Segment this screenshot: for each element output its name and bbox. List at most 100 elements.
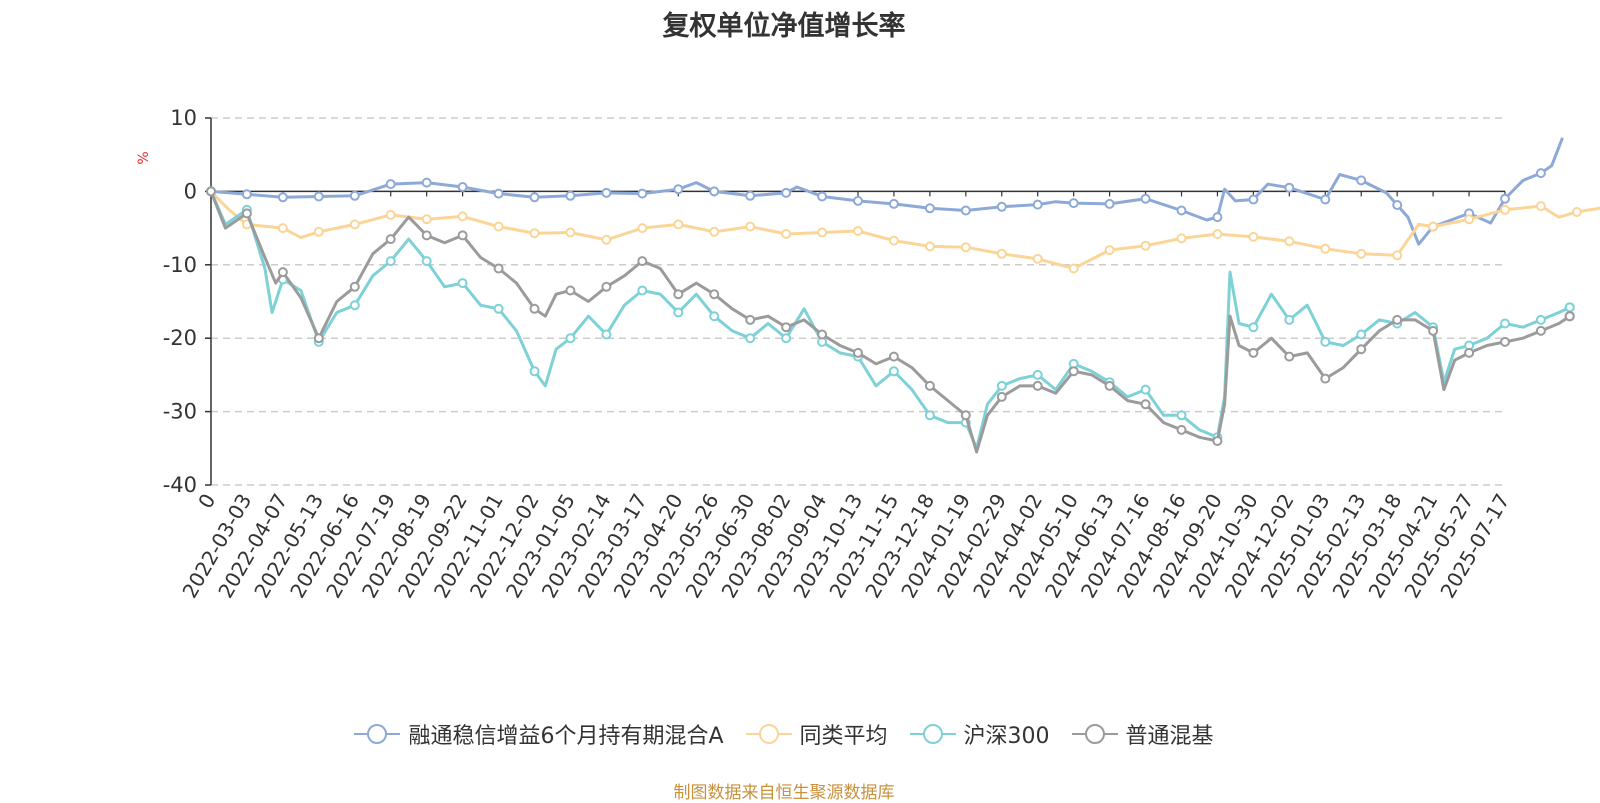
series-2-point-16	[781, 333, 792, 344]
series-3-point-21	[960, 410, 971, 421]
series-3-point-6	[421, 230, 432, 241]
series-1-point-30	[1284, 236, 1295, 247]
data-source-footer: 制图数据来自恒生聚源数据库	[673, 783, 895, 803]
series-2-point-14	[709, 311, 720, 322]
series-0-point-33	[1392, 200, 1403, 210]
series-3-point-41	[1564, 311, 1575, 322]
series-2-point-26	[1140, 384, 1151, 395]
series-2-point-12	[637, 285, 648, 296]
series-2-point-6	[421, 256, 432, 267]
series-0-point-19	[888, 198, 899, 209]
series-3-point-12	[637, 256, 648, 267]
axis-layer: 100-10-20-30-4002022-03-032022-04-072022…	[163, 106, 1515, 602]
series-3-point-37	[1535, 325, 1546, 336]
series-2-point-19	[888, 366, 899, 377]
series-0-point-15	[745, 190, 756, 201]
series-2-point-20	[924, 410, 935, 421]
series-1-point-27	[1176, 233, 1187, 244]
series-0-point-3	[313, 191, 324, 202]
series-1-point-19	[888, 235, 899, 246]
series-0-point-8	[493, 188, 504, 199]
series-3-point-10	[565, 285, 576, 296]
series-0-point-4	[349, 190, 360, 201]
series-2-point-13	[673, 307, 684, 318]
series-0-point-17	[817, 191, 828, 202]
series-3-point-28	[1212, 436, 1223, 446]
series-3-point-27	[1176, 424, 1187, 435]
series-1-point-32	[1356, 248, 1367, 259]
legend-item-1[interactable]: 同类平均	[745, 718, 888, 750]
series-1-point-37	[1535, 201, 1546, 212]
y-axis-label: %	[136, 151, 152, 164]
series-0-point-9	[529, 192, 540, 203]
series-3-point-17	[817, 329, 828, 340]
series-1-point-17	[817, 227, 828, 238]
series-0-point-13	[673, 184, 684, 195]
series-3-point-30	[1284, 351, 1295, 362]
series-3	[206, 186, 1575, 454]
legend-symbol-3	[1071, 724, 1118, 744]
series-0-point-10	[565, 190, 576, 201]
series-1-point-24	[1068, 263, 1079, 274]
series-0-point-14	[709, 186, 720, 197]
legend-symbol-0	[354, 724, 401, 744]
series-0-point-22	[996, 201, 1007, 212]
series-1-point-6	[421, 214, 432, 225]
series-0-point-28	[1212, 212, 1223, 223]
series-3-point-2	[277, 267, 288, 278]
series-2-point-7	[457, 278, 468, 289]
series-0-point-29	[1248, 194, 1259, 205]
series-3-point-31	[1320, 373, 1331, 384]
series-1-point-33	[1392, 250, 1403, 261]
series-3-point-13	[673, 289, 684, 300]
series-3-point-3	[313, 333, 324, 344]
series-0-point-18	[853, 195, 863, 206]
series-3-point-20	[924, 380, 935, 391]
series-1-point-8	[493, 221, 504, 232]
series-3-point-26	[1140, 399, 1151, 410]
series-0-point-26	[1140, 193, 1151, 204]
series-0-point-23	[1032, 199, 1043, 210]
series-3-point-34	[1428, 325, 1439, 336]
series-2-point-32	[1356, 329, 1367, 340]
legend-item-0[interactable]: 融通稳信增益6个月持有期混合A	[354, 718, 724, 750]
series-0-point-7	[457, 182, 468, 192]
legend-item-3[interactable]: 普通混基	[1071, 718, 1214, 750]
series-0-point-1	[241, 189, 252, 200]
series-3-point-14	[709, 289, 720, 300]
series-1-point-14	[709, 226, 720, 237]
series-3-point-19	[888, 351, 899, 362]
series-0-point-21	[960, 205, 971, 216]
series-2-point-11	[601, 329, 612, 340]
series-3-point-11	[601, 281, 612, 292]
series-3-point-1	[241, 208, 252, 219]
series-1-point-35	[1464, 214, 1475, 225]
legend-item-2[interactable]: 沪深300	[909, 718, 1050, 750]
series-0	[206, 137, 1564, 246]
series-0-point-37	[1535, 168, 1546, 179]
series-2-point-27	[1176, 410, 1187, 421]
series-2	[206, 186, 1575, 450]
series-1-point-2	[277, 223, 288, 234]
series-2-point-15	[745, 333, 756, 344]
series-1-point-23	[1032, 253, 1043, 264]
series-1-point-25	[1104, 245, 1115, 256]
y-tick-label-1: 0	[184, 179, 197, 203]
series-3-point-33	[1392, 314, 1403, 325]
series-3-point-25	[1104, 380, 1115, 391]
y-tick-label-0: 10	[170, 106, 197, 130]
series-2-point-5	[385, 256, 396, 267]
series-0-point-6	[421, 177, 432, 188]
series-0-point-11	[601, 187, 612, 198]
series-0-point-32	[1356, 175, 1367, 186]
series-3-point-7	[457, 230, 468, 241]
series-1-point-28	[1212, 229, 1223, 239]
series-2-point-22	[996, 380, 1007, 391]
series-1-point-11	[601, 234, 612, 245]
series-0-point-30	[1284, 182, 1295, 193]
series-3-point-24	[1068, 366, 1079, 377]
series-3-point-29	[1248, 347, 1259, 358]
series-3-point-22	[996, 391, 1007, 402]
series-3-point-18	[853, 347, 863, 358]
